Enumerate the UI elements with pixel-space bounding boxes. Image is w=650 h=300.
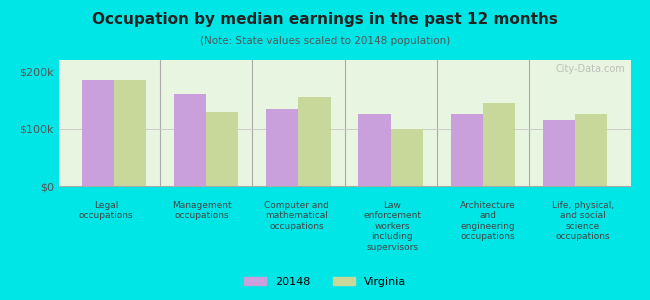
Legend: 20148, Virginia: 20148, Virginia (239, 273, 411, 291)
Bar (174, 94, 206, 186)
Text: Architecture
and
engineering
occupations: Architecture and engineering occupations (460, 201, 515, 241)
Bar (114, 80, 146, 186)
Bar (450, 114, 483, 186)
Bar (483, 103, 515, 186)
Bar (358, 114, 391, 186)
Text: Life, physical,
and social
science
occupations: Life, physical, and social science occup… (552, 201, 614, 241)
Bar (298, 97, 331, 186)
Bar (206, 112, 239, 186)
Text: Management
occupations: Management occupations (172, 201, 231, 220)
Text: Occupation by median earnings in the past 12 months: Occupation by median earnings in the pas… (92, 12, 558, 27)
Bar (391, 129, 423, 186)
Text: (Note: State values scaled to 20148 population): (Note: State values scaled to 20148 popu… (200, 36, 450, 46)
Bar (543, 120, 575, 186)
Text: Law
enforcement
workers
including
supervisors: Law enforcement workers including superv… (363, 201, 421, 252)
Text: Computer and
mathematical
occupations: Computer and mathematical occupations (265, 201, 330, 231)
Text: City-Data.com: City-Data.com (555, 64, 625, 74)
Text: Legal
occupations: Legal occupations (79, 201, 133, 220)
Bar (81, 80, 114, 186)
Bar (266, 109, 298, 186)
Bar (575, 114, 608, 186)
